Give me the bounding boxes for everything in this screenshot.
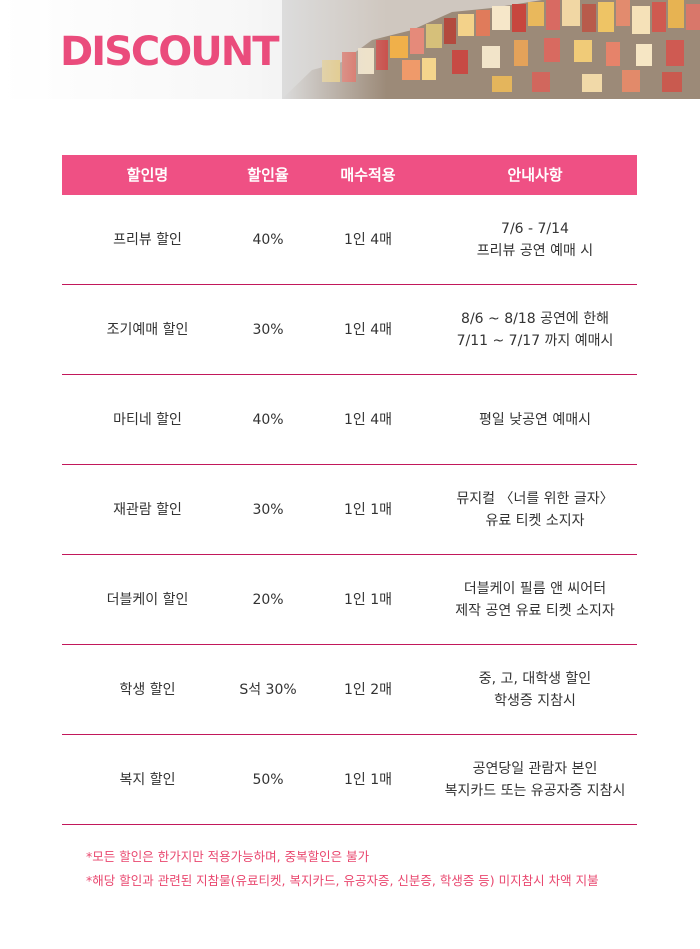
table-row: 조기예매 할인 30% 1인 4매 8/6 ~ 8/18 공연에 한해 7/11… — [62, 285, 637, 375]
discount-info: 7/6 - 7/14 프리뷰 공연 예매 시 — [433, 218, 637, 262]
discount-info: 공연당일 관람자 본인 복지카드 또는 유공자증 지참시 — [433, 758, 637, 802]
info-line: 유료 티켓 소지자 — [485, 512, 585, 529]
column-header-name: 할인명 — [126, 166, 169, 184]
discount-info: 뮤지컬 〈너를 위한 글자〉 유료 티켓 소지자 — [433, 488, 637, 532]
discount-rate: 30% — [252, 501, 284, 518]
info-line: 중, 고, 대학생 할인 — [478, 670, 592, 687]
discount-rate: 20% — [252, 591, 284, 608]
table-header: 할인명 할인율 매수적용 안내사항 — [62, 155, 637, 195]
discount-info: 중, 고, 대학생 할인 학생증 지참시 — [433, 668, 637, 712]
info-line: 공연당일 관람자 본인 — [472, 760, 598, 777]
header-banner: DISCOUNT — [0, 0, 700, 99]
info-line: 더블케이 필름 앤 씨어터 — [463, 580, 607, 597]
info-line: 8/6 ~ 8/18 공연에 한해 — [461, 310, 609, 327]
ticket-limit: 1인 1매 — [343, 501, 393, 518]
table-row: 복지 할인 50% 1인 1매 공연당일 관람자 본인 복지카드 또는 유공자증… — [62, 735, 637, 825]
info-line: 프리뷰 공연 예매 시 — [476, 242, 594, 259]
ticket-limit: 1인 1매 — [343, 771, 393, 788]
ticket-limit: 1인 2매 — [343, 681, 393, 698]
info-line: 7/6 - 7/14 — [501, 220, 569, 237]
column-header-rate: 할인율 — [247, 166, 289, 184]
info-line: 7/11 ~ 7/17 까지 예매시 — [456, 332, 614, 349]
discount-name: 복지 할인 — [119, 771, 176, 788]
discount-table: 할인명 할인율 매수적용 안내사항 프리뷰 할인 40% 1인 4매 7/6 -… — [62, 155, 637, 825]
village-photo-image — [282, 0, 700, 99]
info-line: 평일 낮공연 예매시 — [479, 411, 591, 428]
discount-name: 더블케이 할인 — [106, 591, 189, 608]
discount-rate: 40% — [252, 411, 284, 428]
ticket-limit: 1인 4매 — [343, 231, 393, 248]
discount-rate: 50% — [252, 771, 284, 788]
note-required-items: *해당 할인과 관련된 지참물(유료티켓, 복지카드, 유공자증, 신분증, 학… — [86, 873, 599, 888]
discount-info: 더블케이 필름 앤 씨어터 제작 공연 유료 티켓 소지자 — [433, 578, 637, 622]
discount-name: 학생 할인 — [119, 681, 176, 698]
discount-info: 평일 낮공연 예매시 — [433, 409, 637, 431]
discount-name: 프리뷰 할인 — [113, 231, 182, 248]
info-line: 제작 공연 유료 티켓 소지자 — [455, 602, 615, 619]
column-header-info: 안내사항 — [507, 166, 563, 184]
table-row: 프리뷰 할인 40% 1인 4매 7/6 - 7/14 프리뷰 공연 예매 시 — [62, 195, 637, 285]
table-row: 더블케이 할인 20% 1인 1매 더블케이 필름 앤 씨어터 제작 공연 유료… — [62, 555, 637, 645]
info-line: 학생증 지참시 — [494, 692, 576, 709]
discount-name: 마티네 할인 — [113, 411, 182, 428]
ticket-limit: 1인 1매 — [343, 591, 393, 608]
table-row: 학생 할인 S석 30% 1인 2매 중, 고, 대학생 할인 학생증 지참시 — [62, 645, 637, 735]
page-title: DISCOUNT — [60, 29, 279, 75]
notes: *모든 할인은 한가지만 적용가능하며, 중복할인은 불가 *해당 할인과 관련… — [86, 845, 599, 893]
table-row: 재관람 할인 30% 1인 1매 뮤지컬 〈너를 위한 글자〉 유료 티켓 소지… — [62, 465, 637, 555]
column-header-limit: 매수적용 — [340, 166, 396, 184]
note-no-duplicate: *모든 할인은 한가지만 적용가능하며, 중복할인은 불가 — [86, 849, 370, 864]
discount-info: 8/6 ~ 8/18 공연에 한해 7/11 ~ 7/17 까지 예매시 — [433, 308, 637, 352]
discount-rate: S석 30% — [239, 681, 297, 698]
discount-name: 조기예매 할인 — [106, 321, 189, 338]
ticket-limit: 1인 4매 — [343, 411, 393, 428]
discount-rate: 30% — [252, 321, 284, 338]
discount-name: 재관람 할인 — [113, 501, 182, 518]
table-row: 마티네 할인 40% 1인 4매 평일 낮공연 예매시 — [62, 375, 637, 465]
ticket-limit: 1인 4매 — [343, 321, 393, 338]
discount-rate: 40% — [252, 231, 284, 248]
info-line: 뮤지컬 〈너를 위한 글자〉 — [456, 490, 614, 507]
info-line: 복지카드 또는 유공자증 지참시 — [444, 782, 626, 799]
